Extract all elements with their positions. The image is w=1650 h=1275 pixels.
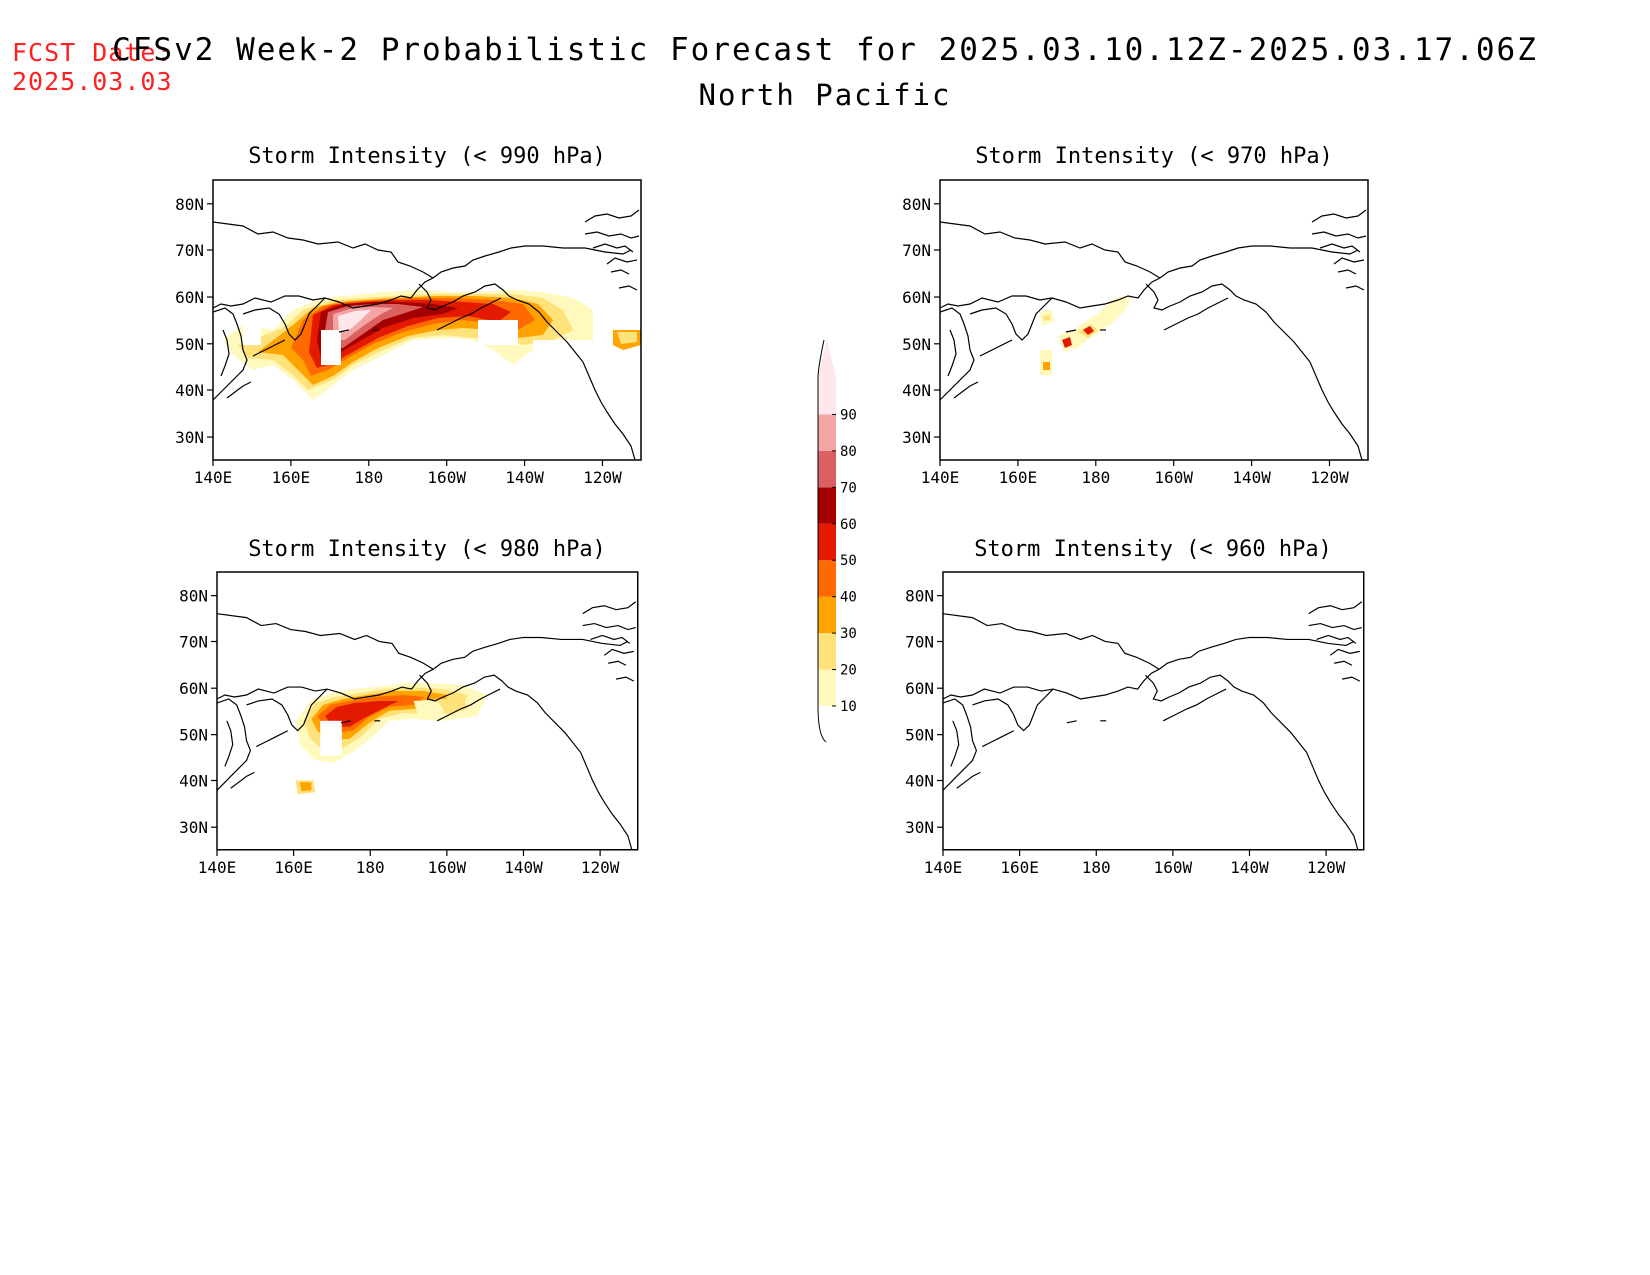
panel-990: Storm Intensity (< 990 hPa) xyxy=(212,144,642,461)
colorbar-label: 90 xyxy=(840,407,857,423)
axes-layer: 80N 70N 60N 50N 40N 30N 140E 160E 180 160W 140W 120… xyxy=(175,195,1349,877)
colorbar-label: 10 xyxy=(840,699,857,715)
probability-fill-990 xyxy=(223,290,641,400)
panel-title: Storm Intensity (< 990 hPa) xyxy=(248,144,606,169)
lat-tick-label: 30N xyxy=(905,818,934,837)
forecast-date-label: FCST Date: 2025.03.03 xyxy=(12,38,173,96)
lon-tick-label: 140E xyxy=(198,858,237,877)
colorbar-label: 40 xyxy=(840,590,857,606)
panel-title: Storm Intensity (< 970 hPa) xyxy=(975,144,1333,169)
colorbar-label: 20 xyxy=(840,663,857,679)
lat-tick-label: 60N xyxy=(175,288,204,307)
colorbar-label: 60 xyxy=(840,517,857,533)
colorbar-swatch xyxy=(818,596,836,634)
lon-tick-label: 120W xyxy=(1307,858,1346,877)
map-frame xyxy=(216,571,639,851)
lat-tick-label: 70N xyxy=(905,633,934,652)
lon-tick-label: 140W xyxy=(1230,858,1269,877)
probability-fill-980 xyxy=(295,683,488,795)
lat-tick-label: 50N xyxy=(905,726,934,745)
lon-tick-label: 160E xyxy=(1000,858,1039,877)
lon-tick-label: 180 xyxy=(1081,468,1110,487)
lon-tick-label: 180 xyxy=(1082,858,1111,877)
colorbar: 10 20 30 40 50 60 70 80 90 xyxy=(817,338,857,743)
lon-tick-label: 160E xyxy=(272,468,311,487)
lat-tick-label: 80N xyxy=(902,195,931,214)
lon-tick-label: 160W xyxy=(427,468,466,487)
colorbar-label: 30 xyxy=(840,626,857,642)
map-frame xyxy=(939,179,1369,461)
colorbar-swatch xyxy=(818,378,836,415)
colorbar-swatch xyxy=(818,669,836,706)
lon-tick-label: 160W xyxy=(428,858,467,877)
lon-tick-label: 140W xyxy=(505,468,544,487)
lon-tick-label: 140E xyxy=(194,468,233,487)
panel-980 xyxy=(216,571,639,851)
lat-tick-label: 80N xyxy=(905,587,934,606)
lon-tick-label: 160W xyxy=(1154,468,1193,487)
colorbar-label: 80 xyxy=(840,444,857,460)
forecast-date-value: 2025.03.03 xyxy=(12,67,173,96)
lat-tick-label: 40N xyxy=(175,381,204,400)
lat-tick-label: 70N xyxy=(175,241,204,260)
panel-960 xyxy=(942,571,1365,851)
colorbar-label: 50 xyxy=(840,553,857,569)
probability-fill-970 xyxy=(1040,295,1132,375)
lon-tick-label: 140E xyxy=(921,468,960,487)
page-subtitle: North Pacific xyxy=(698,78,952,112)
panel-title: Storm Intensity (< 980 hPa) xyxy=(248,537,606,562)
colorbar-outline xyxy=(817,339,827,743)
panel-title: Storm Intensity (< 960 hPa) xyxy=(974,537,1332,562)
lat-tick-label: 40N xyxy=(902,381,931,400)
colorbar-swatch xyxy=(818,560,836,597)
lat-tick-label: 80N xyxy=(179,587,208,606)
lat-tick-label: 70N xyxy=(179,633,208,652)
lat-tick-label: 60N xyxy=(179,679,208,698)
panel-970: Storm Intensity (< 970 hPa) xyxy=(939,144,1369,461)
lon-tick-label: 140W xyxy=(504,858,543,877)
lat-tick-label: 40N xyxy=(179,772,208,791)
lon-tick-label: 180 xyxy=(356,858,385,877)
lat-tick-label: 50N xyxy=(902,335,931,354)
lat-tick-label: 30N xyxy=(179,818,208,837)
colorbar-top-triangle xyxy=(818,338,836,378)
lon-tick-label: 140W xyxy=(1232,468,1271,487)
colorbar-swatch xyxy=(818,523,836,561)
lat-tick-label: 40N xyxy=(905,772,934,791)
page-title: CFSv2 Week-2 Probabilistic Forecast for … xyxy=(112,32,1538,68)
lon-tick-label: 120W xyxy=(583,468,622,487)
lat-tick-label: 80N xyxy=(175,195,204,214)
forecast-date-caption: FCST Date: xyxy=(12,38,173,67)
lat-tick-label: 30N xyxy=(902,428,931,447)
lat-tick-label: 60N xyxy=(905,679,934,698)
lon-tick-label: 120W xyxy=(1310,468,1349,487)
lon-tick-label: 140E xyxy=(924,858,963,877)
lon-tick-label: 160W xyxy=(1154,858,1193,877)
colorbar-swatch xyxy=(818,414,836,451)
colorbar-swatch xyxy=(818,450,836,488)
lat-tick-label: 50N xyxy=(179,726,208,745)
map-frame xyxy=(942,571,1365,851)
lon-tick-label: 160E xyxy=(274,858,313,877)
lon-tick-label: 180 xyxy=(354,468,383,487)
lat-tick-label: 30N xyxy=(175,428,204,447)
map-frame xyxy=(212,179,642,461)
lat-tick-label: 50N xyxy=(175,335,204,354)
lat-tick-label: 70N xyxy=(902,241,931,260)
colorbar-swatch xyxy=(818,487,836,524)
colorbar-label: 70 xyxy=(840,480,857,496)
lon-tick-label: 120W xyxy=(581,858,620,877)
lon-tick-label: 160E xyxy=(999,468,1038,487)
lat-tick-label: 60N xyxy=(902,288,931,307)
colorbar-swatch xyxy=(818,633,836,670)
